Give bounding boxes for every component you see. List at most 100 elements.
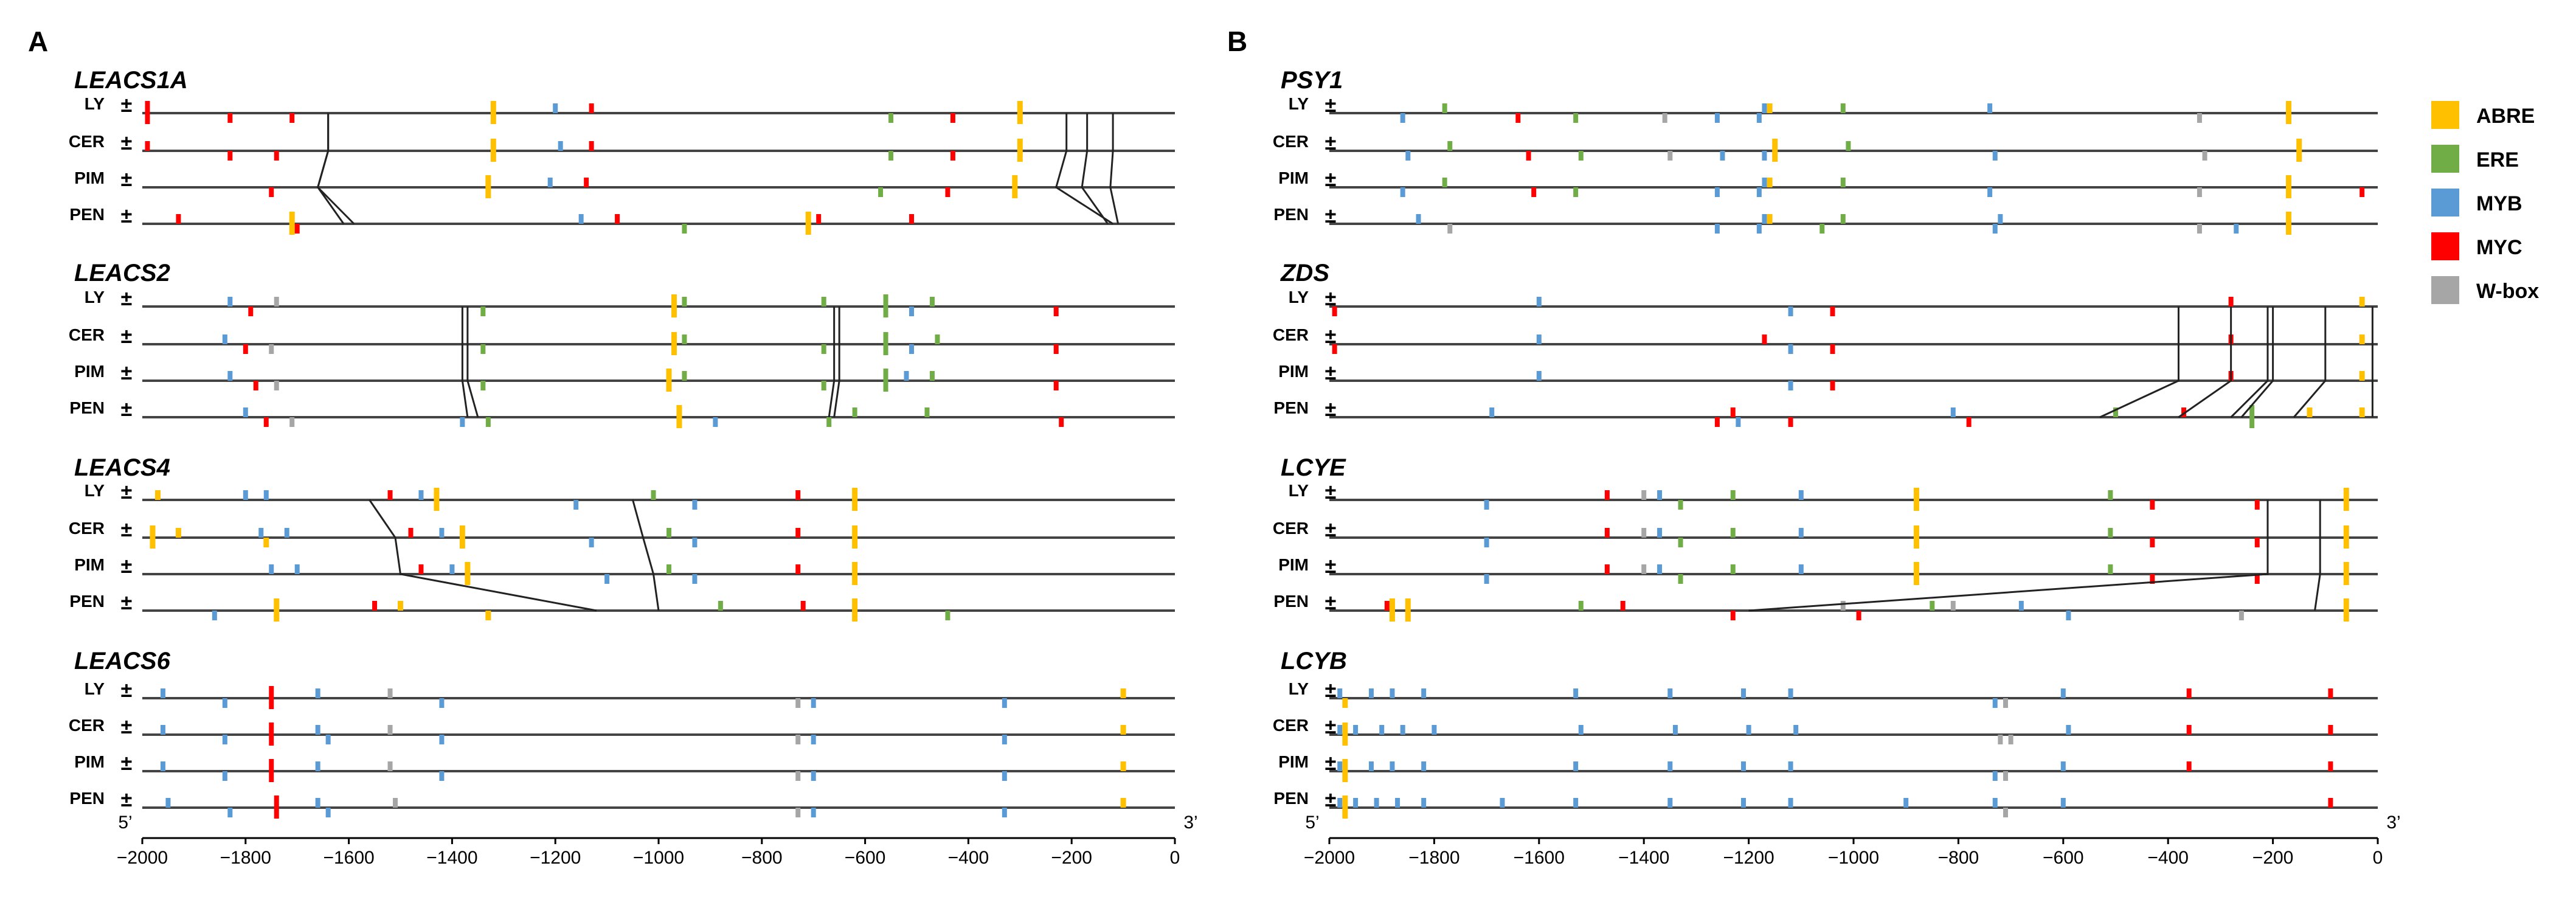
element-myc-mark	[269, 723, 274, 746]
element-myc-mark	[795, 564, 801, 574]
x-tick-label: 0	[2373, 848, 2383, 868]
element-myb-mark	[1762, 103, 1767, 113]
element-myc-mark	[289, 113, 295, 123]
homology-link	[1748, 500, 2269, 612]
element-myc-mark	[2186, 761, 2192, 771]
element-ere-mark	[2108, 490, 2113, 500]
element-myb-mark	[1998, 214, 2003, 224]
cultivar-label: CER	[1273, 716, 1309, 735]
element-myb-mark	[1536, 371, 1542, 381]
element-myb-mark	[1400, 725, 1405, 735]
cultivar-label: CER	[1273, 132, 1309, 151]
cultivar-label: PEN	[69, 592, 105, 611]
element-myb-mark	[1798, 564, 1804, 574]
element-myb-mark	[243, 490, 248, 500]
element-myb-mark	[439, 771, 445, 781]
element-myb-mark	[1337, 688, 1343, 698]
homology-link	[317, 113, 345, 224]
element-ere-mark	[1730, 490, 1736, 500]
cultivar-label: CER	[69, 716, 105, 735]
element-myb-mark	[222, 771, 227, 781]
strand-symbol: ±	[121, 518, 133, 541]
element-wbox-mark	[274, 381, 279, 390]
cultivar-label: LY	[85, 679, 105, 698]
element-abre-mark	[1405, 598, 1411, 622]
strand-symbol: ±	[1325, 591, 1337, 614]
element-myb-mark	[1395, 798, 1401, 808]
element-ere-mark	[929, 371, 935, 381]
element-abre-mark	[852, 562, 858, 585]
homology-link	[2293, 307, 2327, 418]
element-myc-mark	[274, 795, 279, 819]
element-ere-mark	[883, 369, 888, 392]
element-abre-mark	[1767, 178, 1773, 187]
element-myb-mark	[1368, 688, 1374, 698]
strand-symbol: ±	[1325, 715, 1337, 738]
element-myb-mark	[1672, 725, 1678, 735]
strand-symbol: ±	[1325, 325, 1337, 348]
gene-name: LCYE	[1281, 454, 1346, 481]
element-myc-mark	[1053, 381, 1059, 390]
element-ere-mark	[1846, 141, 1851, 151]
element-myc-mark	[145, 101, 150, 124]
element-myb-mark	[1337, 761, 1343, 771]
element-ere-mark	[878, 187, 884, 197]
cultivar-label: PEN	[1273, 592, 1309, 611]
element-abre-mark	[175, 528, 181, 538]
x-tick-label: −1200	[1723, 848, 1774, 868]
cultivar-label: PIM	[1278, 752, 1309, 771]
x-tick-label: −800	[1938, 848, 1979, 868]
element-ere-mark	[1573, 187, 1579, 197]
element-myb-mark	[1432, 725, 1437, 735]
element-ere-mark	[480, 307, 486, 316]
x-tick-label: −1800	[220, 848, 271, 868]
element-abre-mark	[1120, 798, 1126, 808]
element-myc-mark	[1332, 307, 1337, 316]
element-ere-mark	[682, 371, 687, 381]
element-myb-mark	[1484, 574, 1489, 584]
element-wbox-mark	[1998, 735, 2003, 744]
cultivar-label: CER	[69, 519, 105, 538]
element-myb-mark	[1400, 113, 1405, 123]
element-myc-mark	[1830, 344, 1835, 354]
element-myb-mark	[1746, 725, 1751, 735]
x-tick-label: −2000	[1304, 848, 1355, 868]
element-myb-mark	[2018, 601, 2024, 611]
strand-symbol: ±	[121, 480, 133, 504]
three-prime-label: 3’	[1183, 813, 1197, 833]
element-ere-mark	[682, 334, 687, 344]
element-wbox-mark	[795, 771, 801, 781]
element-myc-mark	[2360, 187, 2365, 197]
element-ere-mark	[718, 601, 723, 611]
element-myb-mark	[1756, 224, 1762, 234]
element-myc-mark	[2150, 574, 2155, 584]
element-myc-mark	[2150, 538, 2155, 547]
strand-symbol: ±	[121, 204, 133, 227]
element-myc-mark	[589, 141, 594, 151]
element-myb-mark	[212, 611, 217, 620]
element-myb-mark	[1374, 798, 1379, 808]
element-myb-mark	[1421, 798, 1427, 808]
strand-symbol: ±	[1325, 679, 1337, 702]
cultivar-label: PIM	[1278, 168, 1309, 187]
element-myb-mark	[1788, 344, 1793, 354]
element-myb-mark	[547, 178, 553, 187]
element-myb-mark	[1353, 725, 1359, 735]
element-myc-mark	[2254, 574, 2260, 584]
homology-link	[2099, 307, 2180, 418]
element-myc-mark	[2186, 725, 2192, 735]
element-myb-mark	[269, 564, 274, 574]
element-ere-mark	[821, 344, 826, 354]
element-myc-mark	[2186, 688, 2192, 698]
element-ere-mark	[480, 381, 486, 390]
legend-swatch	[2431, 101, 2459, 129]
element-myb-mark	[165, 798, 171, 808]
element-myb-mark	[1798, 528, 1804, 538]
element-ere-mark	[682, 297, 687, 307]
element-myb-mark	[1987, 103, 1993, 113]
cultivar-label: LY	[1289, 288, 1309, 307]
element-abre-mark	[671, 294, 677, 317]
element-ere-mark	[1442, 103, 1447, 113]
element-myb-mark	[1416, 214, 1421, 224]
